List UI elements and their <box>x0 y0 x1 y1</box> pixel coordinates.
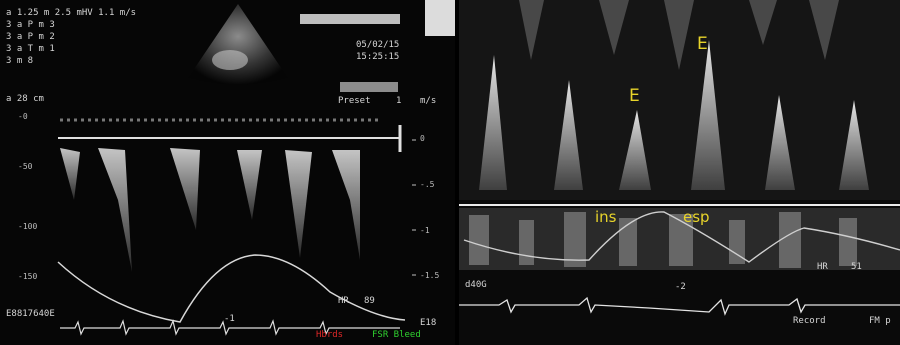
upper-doppler-peaks <box>479 40 869 190</box>
resp-label-ins: ins <box>595 208 617 226</box>
preset-label: Preset <box>338 96 371 106</box>
right-doppler-graphic <box>459 0 900 316</box>
peak-label-e-mid: E <box>629 86 640 106</box>
legend-green-marker: FSR Bleed <box>372 330 421 340</box>
y-tick-50: -50 <box>18 162 33 171</box>
y-tick-100: -100 <box>18 222 38 231</box>
corner-tag: E18 <box>420 318 437 328</box>
right-hr-label: HR <box>817 262 828 272</box>
resp-label-esp: esp <box>683 208 710 226</box>
header-settings-line: a 1.25 m 2.5 mHV 1.1 m/s <box>6 8 137 18</box>
patient-id: E8817640E <box>6 309 55 319</box>
param-line-2: 3 a P m 2 <box>6 32 55 42</box>
right-tick-05: -.5 <box>420 180 435 189</box>
record-label: Record <box>793 316 826 326</box>
right-tick-1: -1 <box>420 226 430 235</box>
left-ecg-trace <box>60 319 400 336</box>
panel-divider <box>455 0 459 345</box>
preset-unit: m/s <box>420 96 437 106</box>
doppler-envelopes <box>60 148 360 272</box>
ecg-lead-label: d40G <box>465 280 487 290</box>
param-line-4: 3 m 8 <box>6 56 34 66</box>
y-tick-0: -0 <box>18 112 28 121</box>
exam-time: 15:25:15 <box>356 52 400 62</box>
echo-sector-thumbnail <box>188 4 288 85</box>
ecg-scale-label: -2 <box>675 282 686 292</box>
exam-date: 05/02/15 <box>356 40 400 50</box>
y-tick-150: -150 <box>18 272 38 281</box>
right-respiration-curve <box>463 211 900 263</box>
hr-label: HR <box>338 296 349 306</box>
right-tick-0: 0 <box>420 134 425 143</box>
hr-value: 89 <box>364 296 375 306</box>
right-tick-15: -1.5 <box>420 271 440 280</box>
param-line-3: 3 a T m 1 <box>6 44 55 54</box>
left-ultrasound-panel: a 1.25 m 2.5 mHV 1.1 m/s 3 a P m 3 3 a P… <box>6 0 455 340</box>
right-ecg-trace <box>459 296 900 316</box>
depth-readout: a 28 cm <box>6 94 44 104</box>
right-hr-value: 51 <box>851 262 862 272</box>
bottom-scale-mark: -1 <box>224 314 235 324</box>
legend-red-marker: Hbrds <box>316 330 344 340</box>
header-gray-bar <box>300 14 400 24</box>
record-tail-label: FM p <box>869 316 891 326</box>
param-line-1: 3 a P m 3 <box>6 20 55 30</box>
left-doppler-graphic <box>57 0 455 336</box>
right-ultrasound-panel: E E ins esp HR 51 d40G -2 Record FM p <box>459 0 900 345</box>
respiration-curve <box>57 254 406 323</box>
peak-label-e-top: E <box>697 34 708 54</box>
preset-value: 1 <box>396 96 402 106</box>
